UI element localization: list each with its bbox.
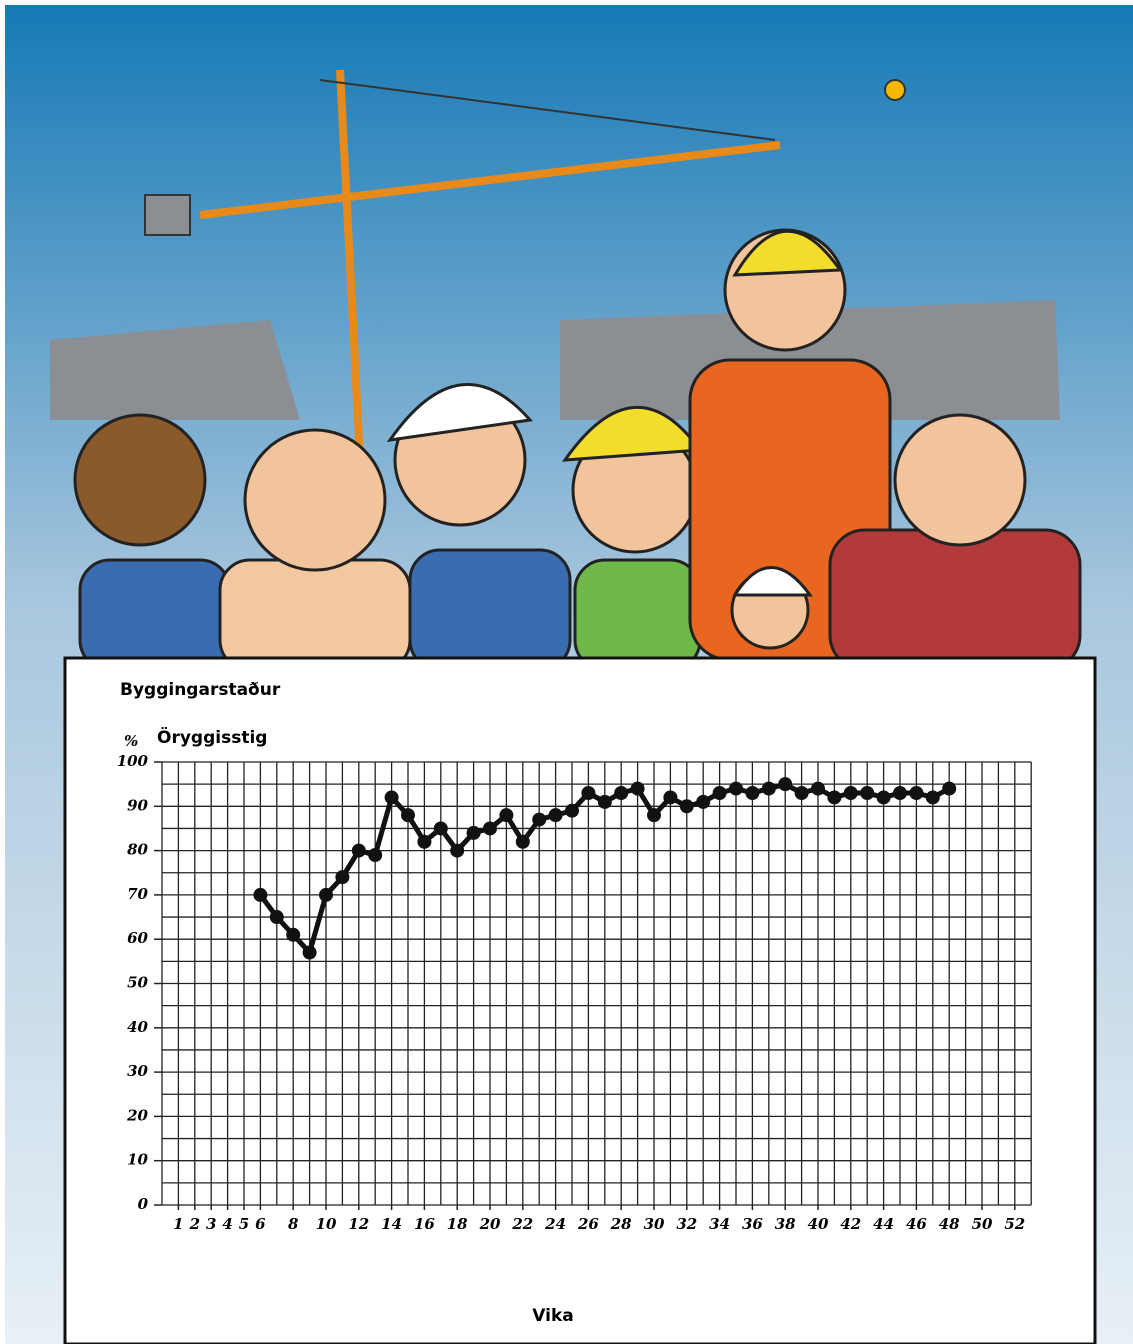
data-point	[270, 910, 284, 924]
x-tick-label: 8	[288, 1215, 299, 1233]
data-point	[614, 786, 628, 800]
data-point	[729, 782, 743, 796]
x-tick-label: 2	[189, 1215, 200, 1233]
data-point	[696, 795, 710, 809]
data-point	[598, 795, 612, 809]
x-tick-label: 20	[479, 1215, 501, 1233]
data-point	[909, 786, 923, 800]
x-tick-label: 40	[808, 1215, 829, 1233]
x-tick-label: 3	[206, 1215, 216, 1233]
y-tick-label: 0	[138, 1195, 149, 1213]
data-point	[844, 786, 858, 800]
x-tick-label: 32	[676, 1215, 697, 1233]
data-point	[713, 786, 727, 800]
chart: Byggingarstaður Öryggisstig % Vika 0 10 20…	[0, 0, 1133, 1344]
y-tick-label: 70	[127, 885, 148, 903]
counterweight	[145, 195, 190, 235]
x-tick-label: 24	[544, 1215, 566, 1233]
x-tick-label: 26	[577, 1215, 599, 1233]
chart-subtitle: Öryggisstig	[157, 726, 267, 748]
data-point	[434, 821, 448, 835]
data-point	[335, 870, 349, 884]
data-point	[417, 835, 431, 849]
data-point	[549, 808, 563, 822]
data-point	[286, 928, 300, 942]
y-tick-label: 40	[127, 1018, 148, 1036]
x-tick-label: 22	[511, 1215, 533, 1233]
y-tick-label: 50	[127, 974, 148, 992]
x-tick-label: 44	[873, 1215, 894, 1233]
data-point	[565, 804, 579, 818]
x-tick-label: 36	[742, 1215, 763, 1233]
data-point	[647, 808, 661, 822]
x-tick-label: 34	[709, 1215, 730, 1233]
x-tick-label: 14	[381, 1215, 402, 1233]
data-point	[385, 790, 399, 804]
x-tick-label: 30	[644, 1215, 665, 1233]
data-point	[450, 844, 464, 858]
data-point	[860, 786, 874, 800]
x-tick-label: 52	[1004, 1215, 1025, 1233]
data-point	[319, 888, 333, 902]
data-point	[877, 790, 891, 804]
data-point	[926, 790, 940, 804]
data-point	[467, 826, 481, 840]
data-point	[778, 777, 792, 791]
y-tick-label: 90	[127, 796, 148, 814]
data-point	[631, 782, 645, 796]
x-tick-label: 1	[173, 1215, 183, 1233]
x-tick-label: 4	[222, 1215, 232, 1233]
data-point	[811, 782, 825, 796]
x-tick-label: 5	[239, 1215, 249, 1233]
board	[65, 658, 1095, 1344]
data-point	[401, 808, 415, 822]
data-point	[795, 786, 809, 800]
data-point	[483, 821, 497, 835]
x-axis-label: Vika	[532, 1306, 573, 1326]
data-point	[745, 786, 759, 800]
y-tick-label: 100	[117, 752, 149, 770]
data-point	[581, 786, 595, 800]
chart-title: Byggingarstaður	[120, 680, 281, 700]
data-point	[663, 790, 677, 804]
data-point	[532, 813, 546, 827]
y-tick-label: 10	[127, 1151, 148, 1169]
y-tick-label: 60	[127, 929, 148, 947]
data-point	[368, 848, 382, 862]
data-point	[680, 799, 694, 813]
data-point	[827, 790, 841, 804]
page: Byggingarstaður Öryggisstig % Vika 0 10 20…	[0, 0, 1133, 1344]
data-point	[942, 782, 956, 796]
data-point	[516, 835, 530, 849]
x-tick-label: 18	[447, 1215, 468, 1233]
x-tick-label: 10	[316, 1215, 337, 1233]
y-tick-label: 20	[126, 1106, 148, 1124]
x-tick-label: 46	[906, 1215, 927, 1233]
data-point	[499, 808, 513, 822]
x-tick-label: 6	[255, 1215, 266, 1233]
x-tick-label: 28	[610, 1215, 632, 1233]
data-point	[352, 844, 366, 858]
data-point	[893, 786, 907, 800]
x-tick-label: 48	[939, 1215, 960, 1233]
y-axis-label: %	[124, 732, 138, 750]
data-point	[253, 888, 267, 902]
x-tick-label: 42	[840, 1215, 861, 1233]
data-point	[303, 945, 317, 959]
y-tick-label: 80	[127, 841, 148, 859]
x-tick-label: 50	[972, 1215, 993, 1233]
x-tick-label: 12	[348, 1215, 369, 1233]
x-tick-label: 16	[414, 1215, 435, 1233]
x-tick-label: 38	[775, 1215, 796, 1233]
sun	[885, 80, 905, 100]
data-point	[762, 782, 776, 796]
y-tick-label: 30	[127, 1062, 148, 1080]
